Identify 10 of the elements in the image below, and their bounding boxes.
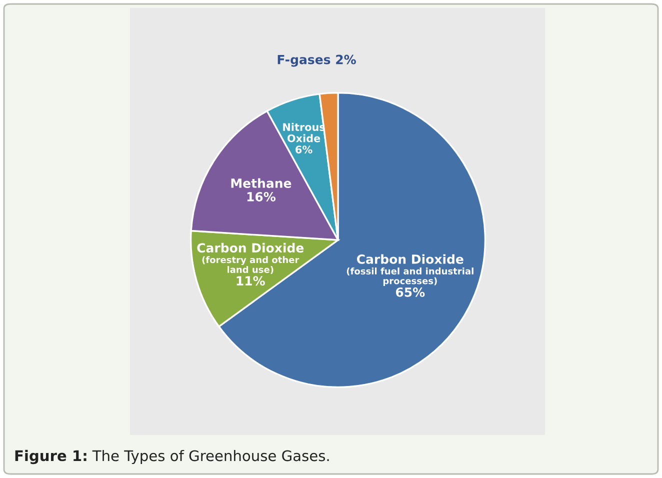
data-label: 16%	[247, 192, 276, 202]
data-label: 6%	[296, 146, 312, 154]
slice-label: Carbon Dioxide (forestry and other land use)	[197, 242, 304, 274]
slice-label: F-gases 2%	[278, 54, 356, 67]
data-label: 65%	[396, 287, 425, 297]
data-label: 11%	[236, 276, 265, 286]
slice-label: Carbon Dioxide (fossil fuel and industrial processes)	[346, 254, 474, 286]
caption: Figure 1:	[15, 450, 86, 464]
text: The Types of Greenhouse Gases.	[92, 450, 329, 464]
slice-label: Methane	[231, 178, 292, 188]
